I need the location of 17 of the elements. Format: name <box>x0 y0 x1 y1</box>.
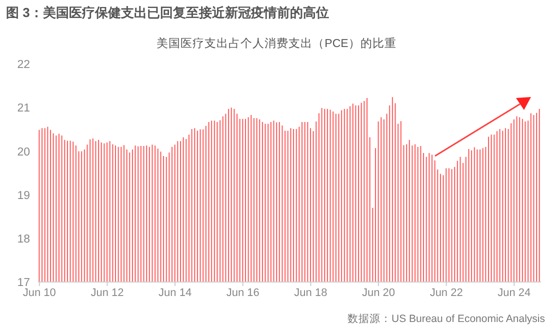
y-tick-label: 20 <box>17 146 30 158</box>
y-tick-label: 18 <box>17 233 30 246</box>
x-tick-label: Jun 12 <box>90 286 124 299</box>
x-tick-label: Jun 20 <box>362 286 396 299</box>
text: 数据源：US Bureau of Economic Analysis <box>348 312 545 326</box>
y-tick-label: 17 <box>17 277 30 290</box>
chart-subtitle: 美国医疗支出占个人消费支出（PCE）的比重 <box>156 36 398 51</box>
y-tick-label: 19 <box>17 190 30 202</box>
x-tick-label: Jun 18 <box>294 286 328 299</box>
x-tick-label: Jun 14 <box>158 286 192 299</box>
x-tick-label: Jun 22 <box>430 286 463 299</box>
y-tick-label: 22 <box>17 59 30 72</box>
y-tick-label: 21 <box>17 102 30 115</box>
chart-title: 图 3：美国医疗保健支出已回复至接近新冠疫情前的高位 <box>6 4 329 22</box>
x-tick-label: Jun 24 <box>498 286 531 299</box>
x-tick-label: Jun 10 <box>22 286 56 299</box>
x-tick-label: Jun 16 <box>226 286 260 299</box>
